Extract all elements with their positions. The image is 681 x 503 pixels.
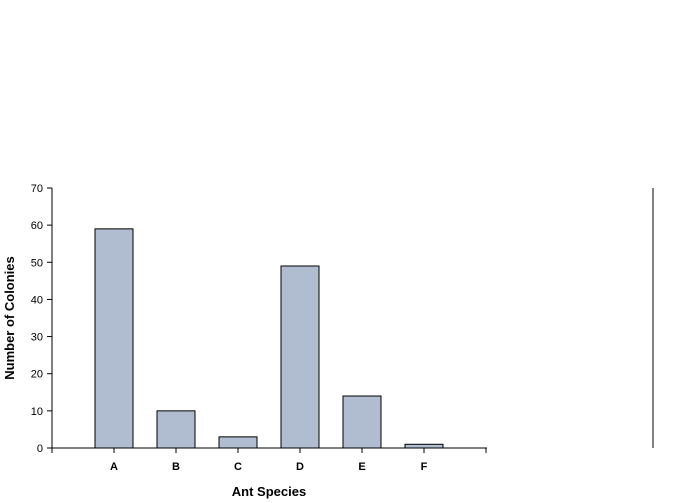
y-tick-label-60: 60 [31,220,43,232]
bar-A [94,228,134,449]
y-tick-label-70: 70 [31,183,43,195]
bar-F [404,443,444,449]
y-tick-label-10: 10 [31,406,43,418]
x-tick-label-D: D [296,461,304,473]
x-axis-ticks: A B C D E F [51,448,487,473]
x-tick-label-F: F [421,461,428,473]
y-tick-label-30: 30 [31,332,43,344]
x-tick-label-E: E [358,461,365,473]
x-tick-label-A: A [110,461,118,473]
x-axis-title: Ant Species [232,484,306,499]
y-axis-title: Number of Colonies [2,256,17,380]
y-tick-label-50: 50 [31,257,43,269]
bar-E [342,395,382,449]
x-tick-label-B: B [172,461,180,473]
bars-group [94,228,444,449]
y-tick-label-40: 40 [31,294,43,306]
x-tick-label-C: C [234,461,242,473]
y-axis-ticks: 0 10 20 30 40 50 60 70 [31,183,52,455]
y-tick-label-20: 20 [31,369,43,381]
bar-B [156,410,196,449]
bar-D [280,265,320,449]
bar-C [218,436,258,449]
y-tick-label-0: 0 [37,443,43,455]
